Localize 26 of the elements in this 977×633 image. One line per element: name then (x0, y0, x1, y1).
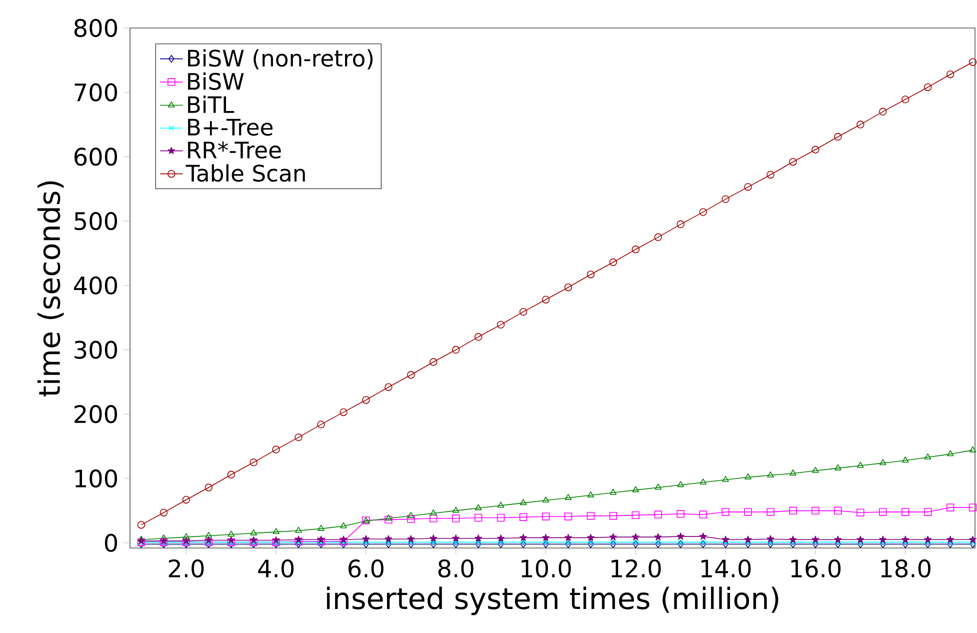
x-tick-label: 6.0 (348, 559, 384, 578)
legend-label: B+-Tree (188, 118, 273, 136)
x-tick-label: 10.0 (522, 559, 571, 578)
y-axis-title: time (seconds) (38, 181, 64, 396)
y-tick-label: 0 (104, 534, 118, 552)
x-tick-label: 2.0 (168, 559, 204, 578)
x-tick-label: 4.0 (258, 559, 294, 578)
legend-label: BiTL (188, 96, 234, 113)
legend-label: Table Scan (186, 164, 305, 182)
y-tick-label: 500 (74, 212, 118, 230)
x-tick-label: 14.0 (701, 559, 751, 578)
legend-label: BiSW (non-retro) (188, 49, 373, 70)
y-tick-label: 700 (74, 83, 118, 102)
x-tick-label: 18.0 (881, 559, 930, 578)
x-tick-label: 12.0 (612, 559, 661, 578)
y-tick-label: 100 (75, 469, 118, 488)
y-tick-label: 800 (74, 18, 118, 38)
x-tick-label: 16.0 (791, 559, 841, 578)
y-tick-label: 200 (74, 405, 118, 424)
y-tick-label: 400 (74, 276, 118, 294)
legend-label: BiSW (188, 72, 244, 90)
y-tick-label: 600 (74, 148, 118, 166)
y-tick-label: 300 (74, 340, 118, 359)
x-axis-title: inserted system times (million) (327, 586, 778, 616)
x-tick-label: 8.0 (438, 559, 474, 578)
legend-label: RR*-Tree (188, 141, 281, 159)
